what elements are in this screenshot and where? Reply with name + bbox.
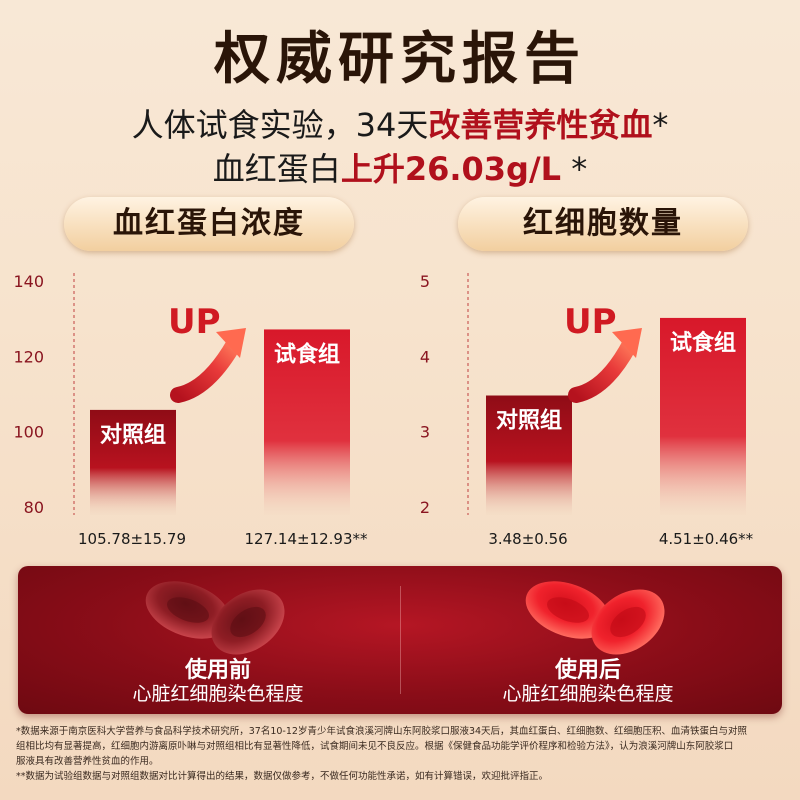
before-cells-image	[145, 581, 285, 655]
bar-category-label: 试食组	[670, 330, 736, 356]
chart-rbc: 5 4 3 2 对照组 3.48±0.56 试食组 4.51±0.46** UP	[420, 272, 754, 548]
up-arrow-head-icon	[216, 328, 246, 358]
after-label: 使用后	[554, 658, 621, 683]
up-annotation: UP	[564, 302, 617, 342]
bar-control	[486, 395, 572, 515]
subtitle-experiment-suffix: *	[652, 106, 669, 144]
chart-title-rbc: 红细胞数量	[458, 197, 748, 251]
y-tick-label: 5	[420, 272, 430, 291]
before-caption: 心脏红细胞染色程度	[132, 683, 304, 705]
subtitle-experiment: 人体试食实验，34天改善营养性贫血*	[0, 100, 800, 146]
footnote-line: **数据为试验组数据与对照组数据对比计算得出的结果，数据仅做参考，不做任何功能性…	[16, 771, 549, 782]
y-tick-label: 2	[420, 498, 430, 517]
footnotes: *数据来源于南京医科大学营养与食品科学技术研究所，37名10-12岁青少年试食浪…	[16, 724, 786, 784]
bar-trial	[660, 317, 746, 515]
subtitle-hemoglobin-highlight: 上升26.03g/L	[340, 150, 562, 188]
up-arrow-head-icon	[612, 328, 642, 358]
y-tick-label: 3	[420, 423, 430, 442]
bar-value-label: 105.78±15.79	[78, 530, 186, 548]
subtitle-hemoglobin-suffix: *	[561, 150, 588, 188]
bar-category-label: 对照组	[100, 422, 166, 448]
chart-hemoglobin: 140 120 100 80 对照组 105.78±15.79 试食组 127.14±12.9…	[13, 272, 368, 548]
subtitle-experiment-prefix: 人体试食实验，34天	[131, 106, 429, 144]
up-arrow-icon	[170, 336, 242, 403]
bar-category-label: 试食组	[274, 341, 340, 367]
y-tick-label: 80	[24, 498, 44, 517]
y-tick-label: 100	[13, 423, 44, 442]
cell-images	[145, 581, 665, 655]
footnote-line: 服液具有改善营养性贫血的作用。	[16, 756, 159, 767]
bar-value-label: 4.51±0.46**	[659, 530, 754, 548]
chart-title-hemoglobin: 血红蛋白浓度	[64, 197, 354, 251]
cell-comparison-panel: 使用前 心脏红细胞染色程度 使用后 心脏红细胞染色程度	[18, 566, 782, 714]
footnote-line: *数据来源于南京医科大学营养与食品科学技术研究所，37名10-12岁青少年试食浪…	[16, 726, 748, 737]
after-cells-image	[525, 581, 665, 655]
y-tick-label: 4	[420, 347, 430, 366]
charts-canvas: 140 120 100 80 对照组 105.78±15.79 试食组 127.14±12.9…	[13, 272, 754, 548]
after-caption: 心脏红细胞染色程度	[502, 683, 674, 705]
up-arrow-icon	[568, 336, 638, 403]
y-tick-label: 140	[13, 272, 44, 291]
bar-value-label: 127.14±12.93**	[245, 530, 368, 548]
footnote-line: 组相比均有显著提高，红细胞内游离原卟啉与对照组相比有显著性降低，试食期间未见不良…	[16, 741, 734, 752]
bar-control	[90, 409, 176, 515]
bar-value-label: 3.48±0.56	[488, 530, 567, 548]
bar-category-label: 对照组	[496, 408, 562, 434]
subtitle-experiment-highlight: 改善营养性贫血	[428, 106, 653, 144]
y-tick-label: 120	[13, 347, 44, 366]
subtitle-hemoglobin-prefix: 血红蛋白	[212, 150, 341, 188]
up-annotation: UP	[168, 302, 221, 342]
panel-divider	[400, 586, 401, 694]
bar-trial	[264, 329, 350, 515]
page-title: 权威研究报告	[214, 27, 586, 92]
before-label: 使用前	[184, 658, 251, 683]
subtitle-hemoglobin: 血红蛋白上升26.03g/L *	[0, 144, 800, 190]
